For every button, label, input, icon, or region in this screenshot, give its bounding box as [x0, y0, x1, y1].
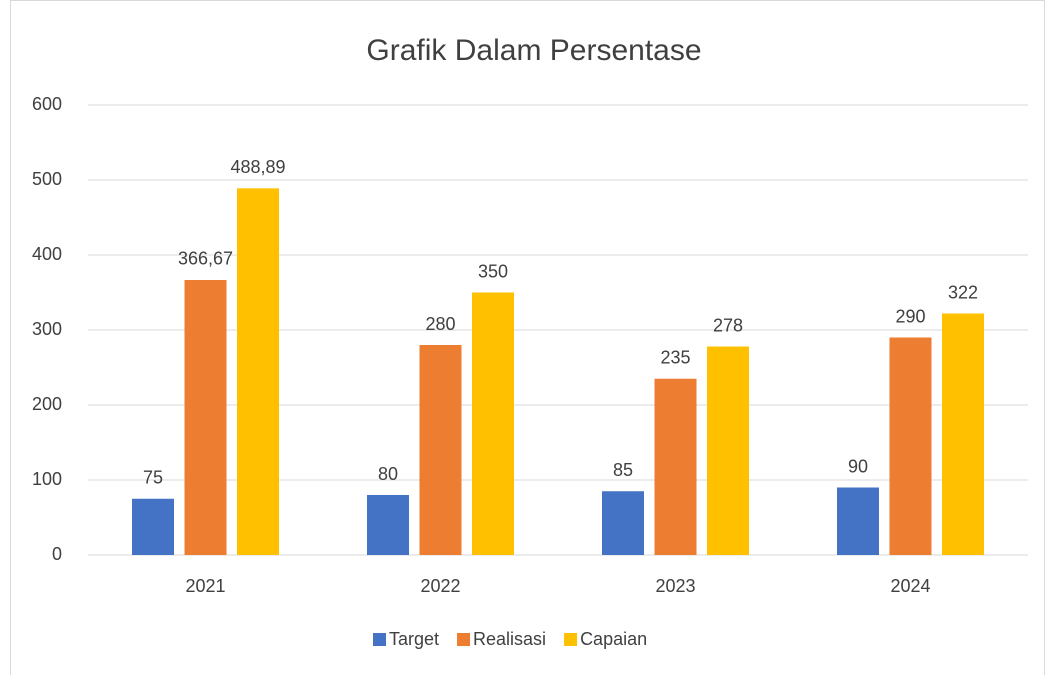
bar [367, 495, 409, 555]
y-tick-label: 500 [32, 169, 62, 189]
data-label: 350 [478, 261, 508, 281]
chart-title: Grafik Dalam Persentase [366, 34, 701, 67]
chart-frame [10, 0, 1045, 675]
y-tick-label: 200 [32, 394, 62, 414]
bar [889, 337, 932, 555]
y-tick-label: 300 [32, 319, 62, 339]
y-tick-label: 400 [32, 244, 62, 264]
bar [184, 279, 227, 555]
bar [707, 346, 749, 555]
legend-label: Target [389, 629, 439, 649]
legend-swatch [373, 633, 386, 646]
bar [654, 378, 697, 555]
legend-swatch [457, 633, 471, 646]
data-label: 322 [948, 282, 978, 302]
data-label: 85 [613, 460, 633, 480]
x-tick-label: 2021 [185, 576, 225, 596]
y-tick-label: 0 [52, 544, 62, 564]
x-tick-label: 2022 [420, 576, 460, 596]
bar [237, 188, 279, 555]
bar [132, 498, 174, 555]
legend-label: Realisasi [473, 629, 546, 649]
data-label: 290 [895, 306, 925, 326]
legend-swatch [564, 633, 578, 646]
legend-label: Capaian [580, 629, 647, 649]
data-label: 235 [660, 348, 690, 368]
data-label: 366,67 [178, 249, 233, 269]
y-tick-label: 100 [32, 469, 62, 489]
x-tick-label: 2023 [655, 576, 695, 596]
data-label: 278 [713, 315, 743, 335]
data-label: 488,89 [230, 157, 285, 177]
data-label: 75 [143, 468, 163, 488]
bar [602, 491, 644, 555]
y-tick-label: 600 [32, 94, 62, 114]
x-tick-label: 2024 [890, 576, 930, 596]
bar [942, 313, 984, 555]
data-label: 80 [378, 464, 398, 484]
bar [837, 487, 879, 555]
data-label: 90 [848, 456, 868, 476]
data-label: 280 [425, 314, 455, 334]
bar [419, 345, 462, 555]
bar [472, 292, 514, 555]
